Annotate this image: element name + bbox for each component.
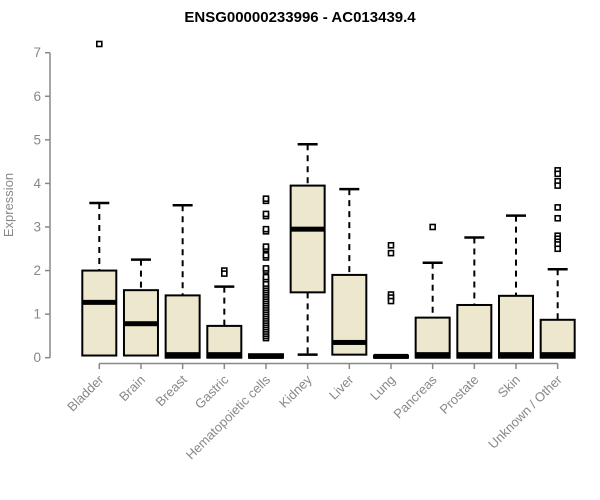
outlier-hematopoietic-cells [262, 252, 270, 259]
y-tick-label: 4 [33, 176, 41, 191]
median-gastric [207, 352, 242, 358]
y-tick-label: 0 [33, 350, 41, 365]
box-prostate [456, 303, 493, 359]
x-tick-label-liver: Liver [326, 372, 357, 403]
x-tick-label-breast: Breast [153, 372, 190, 409]
outlier-hematopoietic-cells [262, 210, 270, 218]
outlier-hematopoietic-cells [262, 265, 270, 272]
box-kidney [289, 184, 326, 294]
y-tick-label: 2 [33, 263, 41, 278]
y-tick-label: 1 [33, 307, 41, 322]
median-pancreas [415, 352, 450, 358]
y-tick-label: 7 [33, 45, 41, 60]
outlier-lung [387, 241, 395, 249]
box-unknown-other [539, 318, 576, 359]
outlier-unknown-other [554, 182, 561, 189]
x-tick-label-unknown-other: Unknown / Other [485, 372, 565, 452]
median-lung [373, 353, 408, 359]
box-bladder [81, 269, 118, 357]
median-bladder [82, 299, 117, 305]
x-tick-label-skin: Skin [495, 372, 523, 400]
outlier-unknown-other [554, 245, 561, 253]
median-kidney [290, 226, 325, 232]
x-tick-label-pancreas: Pancreas [390, 372, 440, 422]
outlier-lung [387, 297, 395, 305]
outlier-gastric [221, 270, 228, 277]
outlier-unknown-other [554, 204, 561, 211]
outlier-lung [387, 249, 395, 257]
x-tick-label-prostate: Prostate [437, 372, 482, 417]
median-unknown-other [540, 352, 575, 358]
outlier-hematopoietic-cells [262, 195, 270, 202]
x-tick-label-bladder: Bladder [64, 372, 107, 415]
y-tick-label: 6 [33, 89, 41, 104]
median-skin [499, 352, 533, 358]
x-tick-label-gastric: Gastric [192, 372, 232, 412]
outlier-bladder [96, 40, 103, 48]
outlier-hematopoietic-cells [262, 273, 270, 281]
y-axis-title: Expression [1, 173, 16, 237]
outlier-pancreas [429, 223, 436, 231]
chart-title: ENSG00000233996 - AC013439.4 [184, 9, 416, 26]
median-breast [165, 352, 200, 358]
outlier-hematopoietic-cells [262, 243, 270, 250]
x-tick-label-lung: Lung [367, 372, 398, 403]
outlier-unknown-other [554, 214, 561, 222]
box-skin [498, 294, 534, 359]
box-pancreas [414, 316, 451, 359]
outlier-unknown-other [554, 170, 561, 178]
x-tick-label-kidney: Kidney [276, 372, 315, 411]
outlier-hematopoietic-cells [262, 225, 270, 233]
y-tick-label: 5 [33, 132, 41, 147]
x-tick-label-brain: Brain [116, 372, 148, 404]
y-tick-label: 3 [33, 219, 41, 234]
median-brain [123, 321, 158, 327]
median-prostate [457, 352, 492, 358]
median-hematopoietic-cells [248, 353, 283, 359]
box-breast [164, 294, 201, 359]
median-liver [332, 339, 367, 345]
